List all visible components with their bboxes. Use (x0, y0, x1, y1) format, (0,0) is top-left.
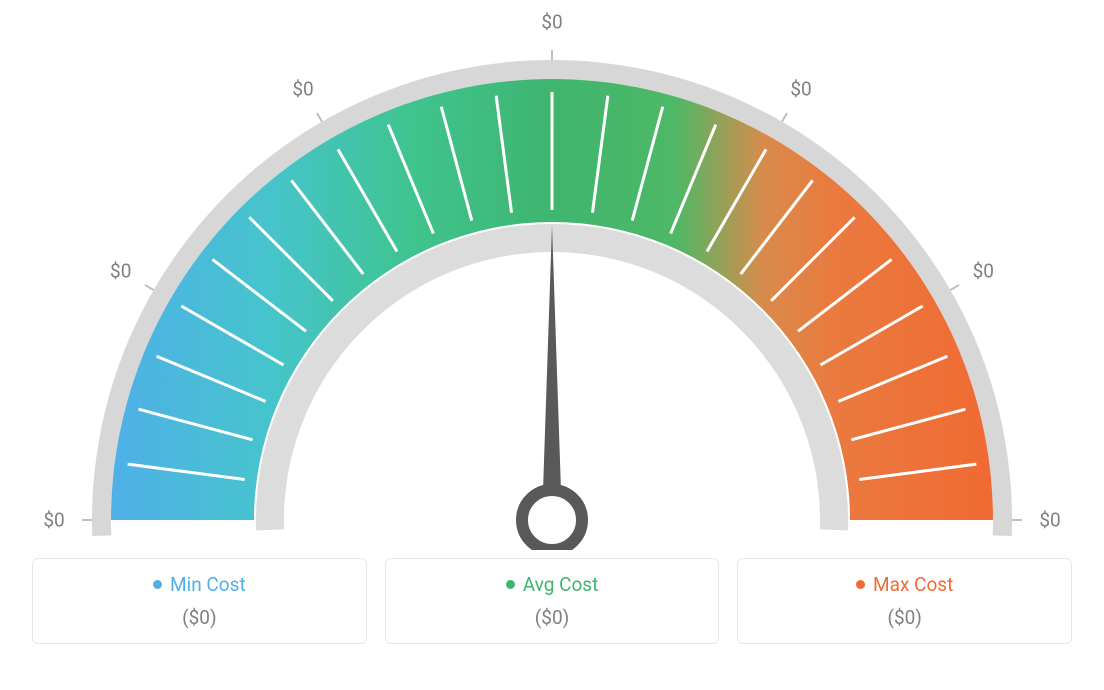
legend-dot-max (856, 580, 865, 589)
legend-header-avg: Avg Cost (506, 573, 599, 596)
legend-dot-avg (506, 580, 515, 589)
gauge-svg (22, 10, 1082, 550)
gauge-tick-label: $0 (973, 260, 994, 283)
legend-header-max: Max Cost (856, 573, 953, 596)
gauge-tick-label: $0 (43, 509, 64, 532)
legend-value-min: ($0) (182, 606, 216, 629)
gauge-tick-label: $0 (1039, 509, 1060, 532)
legend-header-min: Min Cost (153, 573, 246, 596)
legend-card-max: Max Cost ($0) (737, 558, 1072, 644)
legend-label-max: Max Cost (873, 573, 953, 596)
legend-dot-min (153, 580, 162, 589)
legend-card-avg: Avg Cost ($0) (385, 558, 720, 644)
legend-value-max: ($0) (887, 606, 921, 629)
legend-row: Min Cost ($0) Avg Cost ($0) Max Cost ($0… (32, 558, 1072, 644)
gauge-tick-label: $0 (541, 11, 562, 34)
gauge-tick-label: $0 (110, 260, 131, 283)
legend-label-avg: Avg Cost (523, 573, 599, 596)
legend-value-avg: ($0) (535, 606, 569, 629)
legend-card-min: Min Cost ($0) (32, 558, 367, 644)
gauge-tick-label: $0 (790, 77, 811, 100)
chart-container: $0 $0 $0 $0 $0 $0 $0 Min Cost ($0) Avg Cost ($… (0, 0, 1104, 690)
legend-label-min: Min Cost (170, 573, 246, 596)
gauge-tick-label: $0 (292, 77, 313, 100)
gauge: $0 $0 $0 $0 $0 $0 $0 (22, 10, 1082, 550)
